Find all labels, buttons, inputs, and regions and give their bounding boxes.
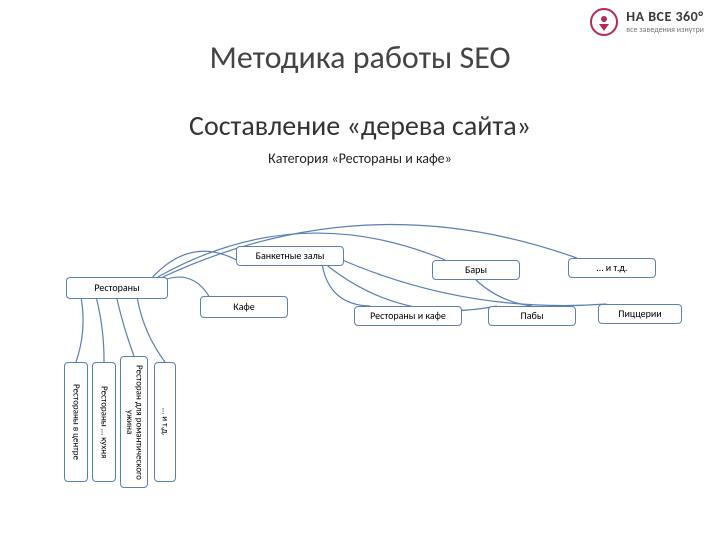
node-bars: Бары: [432, 260, 520, 280]
slide-title: Методика работы SEO: [0, 38, 720, 77]
brand-logo: НА ВСЕ 360° все заведения изнутри: [590, 8, 704, 36]
slide-caption: Категория «Рестораны и кафе»: [0, 150, 720, 167]
node-banquet: Банкетные залы: [236, 246, 344, 266]
node-rest_cafe: Рестораны и кафе: [354, 306, 462, 326]
node-v1: Рестораны в центре: [64, 362, 88, 482]
node-restaurants: Рестораны: [66, 277, 168, 299]
edge-restaurants-v1: [76, 299, 83, 362]
node-pizzeria: Пиццерии: [598, 304, 682, 324]
node-label: Бары: [465, 265, 487, 276]
edge-restaurants-v4: [137, 299, 165, 362]
node-label: Рестораны и кафе: [370, 311, 446, 322]
slide-subtitle: Составление «дерева сайта»: [0, 108, 720, 143]
node-label: Пиццерии: [618, 309, 661, 320]
node-label: Рестораны: [94, 283, 139, 294]
node-label: Кафе: [233, 302, 254, 313]
edge-restaurants-v2: [97, 299, 104, 362]
node-label: … и т.д.: [597, 263, 628, 274]
node-label: Банкетные залы: [256, 251, 325, 262]
logo-line1: НА ВСЕ 360°: [626, 10, 704, 24]
node-cafe: Кафе: [200, 296, 288, 318]
logo-line2: все заведения изнутри: [626, 26, 704, 34]
edge-restaurants-v3: [117, 299, 134, 356]
node-label: Рестораны в центре: [71, 384, 80, 460]
edge-bars-pubs: [476, 280, 532, 306]
node-label: Пабы: [521, 311, 544, 322]
edge-banquet-rest_cafe: [322, 266, 370, 306]
logo-mark-icon: [590, 8, 618, 36]
edge-restaurants-cafe: [163, 277, 209, 296]
node-v2: Рестораны … кухня: [92, 362, 116, 482]
node-etc_top: … и т.д.: [568, 258, 656, 278]
node-label: Рестораны … кухня: [99, 386, 108, 458]
node-label: … и т.д.: [160, 408, 169, 436]
node-v3: Ресторан для романтического ужина: [120, 356, 148, 488]
node-v4: … и т.д.: [154, 362, 176, 482]
logo-text: НА ВСЕ 360° все заведения изнутри: [626, 10, 704, 34]
edge-restaurants-banquet: [153, 251, 247, 277]
node-pubs: Пабы: [488, 306, 576, 326]
node-label: Ресторан для романтического ужина: [125, 358, 144, 486]
